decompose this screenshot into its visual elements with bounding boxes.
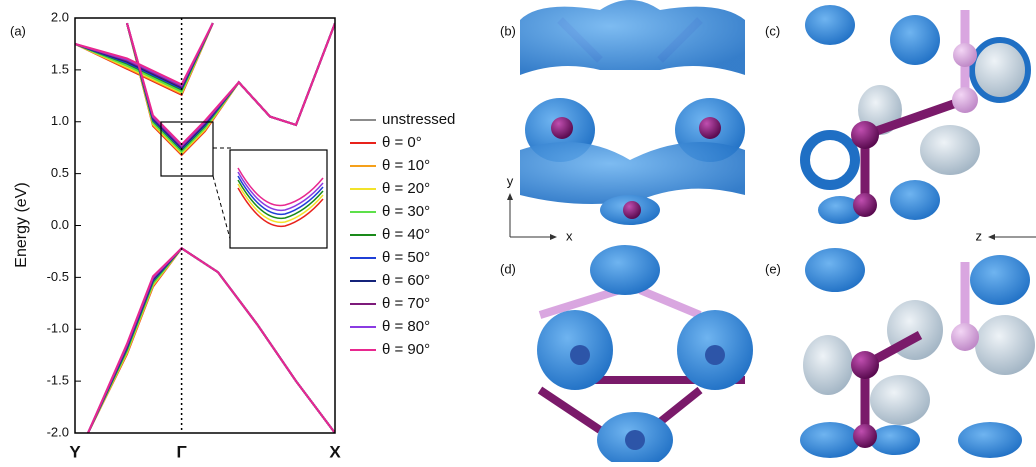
y-tick-label: 0.0 — [51, 217, 69, 232]
legend: unstressed θ = 0° θ = 10° θ = 20° θ = 30° θ =… — [350, 111, 455, 358]
orbital-panel — [800, 248, 1035, 458]
panel-label: (a) — [10, 23, 26, 38]
y-tick-label: 1.5 — [51, 61, 69, 76]
legend-label: θ = 10° — [382, 157, 430, 174]
legend-label: θ = 70° — [382, 295, 430, 312]
legend-label: θ = 40° — [382, 226, 430, 243]
legend-label: θ = 0° — [382, 134, 422, 151]
legend-label: θ = 50° — [382, 249, 430, 266]
y-tick-label: 1.0 — [51, 113, 69, 128]
legend-label: θ = 80° — [382, 318, 430, 335]
y-axis-label: Energy (eV) — [13, 182, 30, 267]
y-tick-label: -1.0 — [47, 321, 69, 336]
panel-label: (b) — [500, 23, 516, 38]
y-tick-label: 0.5 — [51, 165, 69, 180]
axis-label: x — [566, 228, 573, 243]
zoom-connector — [213, 176, 232, 246]
x-tick-label: Y — [69, 442, 81, 461]
x-tick-label: X — [329, 442, 341, 461]
legend-label: unstressed — [382, 111, 455, 128]
panel-label: (c) — [765, 23, 780, 38]
figure: (a) Energy (eV) unstressed θ = 0° θ = 10° θ… — [0, 0, 1036, 462]
orbital-panel — [510, 0, 745, 225]
x-tick-label: Γ — [176, 442, 186, 461]
legend-label: θ = 90° — [382, 341, 430, 358]
arrow-head — [988, 234, 995, 240]
panel-label: (e) — [765, 261, 781, 276]
orbital-panel — [537, 245, 753, 462]
y-tick-label: -1.5 — [47, 373, 69, 388]
orbital-panel — [805, 5, 1028, 224]
legend-label: θ = 20° — [382, 180, 430, 197]
legend-label: θ = 30° — [382, 203, 430, 220]
y-tick-label: -2.0 — [47, 424, 69, 439]
axis-label: y — [507, 173, 514, 188]
panel-label: (d) — [500, 261, 516, 276]
y-tick-label: 2.0 — [51, 9, 69, 24]
legend-label: θ = 60° — [382, 272, 430, 289]
y-tick-label: -0.5 — [47, 269, 69, 284]
axis-label: z — [976, 228, 983, 243]
